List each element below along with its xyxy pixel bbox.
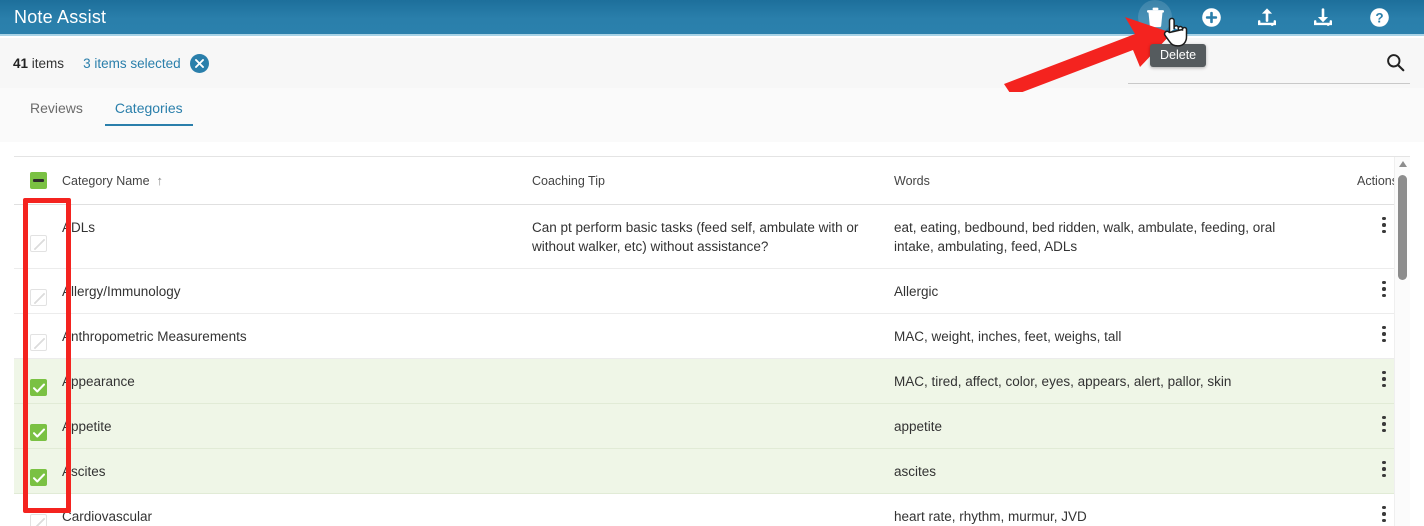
tab-reviews[interactable]: Reviews — [30, 100, 83, 116]
cell-category-name: Appearance — [62, 374, 135, 389]
column-header-category-name[interactable]: Category Name ↑ — [62, 174, 532, 188]
row-checkbox[interactable] — [30, 379, 47, 396]
cell-actions — [1328, 205, 1410, 235]
row-select-cell — [14, 269, 62, 313]
cell-actions — [1328, 494, 1410, 524]
cell-words: MAC, weight, inches, feet, weighs, tall — [894, 329, 1122, 344]
item-count-label: items — [31, 55, 65, 71]
upload-button[interactable] — [1250, 0, 1284, 34]
selection-toolbar: 41 items 3 items selected — [0, 38, 1424, 88]
cell-coaching-tip: Can pt perform basic tasks (feed self, a… — [532, 220, 859, 254]
table-body: ADLs Can pt perform basic tasks (feed se… — [14, 205, 1410, 526]
selection-status: 3 items selected — [83, 53, 209, 73]
column-header-coaching-tip[interactable]: Coaching Tip — [532, 173, 605, 188]
check-icon — [32, 383, 45, 392]
column-header-actions: Actions — [1357, 173, 1398, 188]
column-header-label: Category Name — [62, 173, 150, 188]
row-select-cell — [14, 314, 62, 358]
kebab-menu-icon[interactable] — [1374, 504, 1394, 524]
cell-actions — [1328, 404, 1410, 434]
column-header-words[interactable]: Words — [894, 173, 930, 188]
row-select-cell — [14, 404, 62, 448]
cell-words: appetite — [894, 419, 943, 434]
cell-words: ascites — [894, 464, 937, 479]
table-row[interactable]: Appetite appetite — [14, 404, 1410, 449]
scroll-up-arrow-icon[interactable] — [1399, 161, 1407, 167]
cell-actions — [1328, 314, 1410, 344]
close-icon — [194, 58, 204, 68]
table-row[interactable]: Ascites ascites — [14, 449, 1410, 494]
cell-category-name: Anthropometric Measurements — [62, 329, 247, 344]
row-select-cell — [14, 449, 62, 493]
app-header-bar: Note Assist — [0, 0, 1424, 36]
download-button[interactable] — [1306, 0, 1340, 34]
table-row[interactable]: Cardiovascular heart rate, rhythm, murmu… — [14, 494, 1410, 526]
dash-icon — [33, 179, 44, 182]
arrow-up-icon: ↑ — [156, 173, 164, 188]
row-checkbox[interactable] — [30, 334, 47, 351]
page-title: Note Assist — [14, 6, 107, 27]
check-icon — [32, 473, 45, 482]
cell-coaching-tip — [532, 269, 894, 294]
download-icon — [1312, 7, 1334, 28]
item-count-value: 41 — [13, 55, 29, 71]
kebab-menu-icon[interactable] — [1374, 369, 1394, 389]
row-checkbox[interactable] — [30, 289, 47, 306]
kebab-menu-icon[interactable] — [1374, 215, 1394, 235]
cell-coaching-tip — [532, 314, 894, 339]
select-all-checkbox[interactable] — [30, 172, 47, 189]
search-icon[interactable] — [1382, 50, 1408, 76]
item-count: 41 items — [13, 56, 64, 71]
cell-category-name: ADLs — [62, 220, 96, 235]
help-button[interactable]: ? — [1362, 0, 1396, 34]
cell-actions — [1328, 449, 1410, 479]
tab-bar: Reviews Categories — [0, 88, 1424, 142]
row-select-cell — [14, 494, 62, 526]
plus-circle-icon — [1201, 7, 1222, 28]
select-all-cell — [14, 172, 62, 189]
table-row[interactable]: Allergy/Immunology Allergic — [14, 269, 1410, 314]
cell-words: heart rate, rhythm, murmur, JVD — [894, 509, 1087, 524]
cell-category-name: Cardiovascular — [62, 509, 153, 524]
cell-actions — [1328, 359, 1410, 389]
kebab-menu-icon[interactable] — [1374, 324, 1394, 344]
row-checkbox[interactable] — [30, 514, 47, 526]
row-checkbox[interactable] — [30, 424, 47, 441]
cell-words: Allergic — [894, 284, 939, 299]
mouse-cursor-pointer-icon — [1160, 14, 1190, 48]
scrollbar-thumb[interactable] — [1398, 175, 1407, 280]
categories-table: Category Name ↑ Coaching Tip Words Actio… — [14, 156, 1410, 526]
cell-actions — [1328, 269, 1410, 299]
row-select-cell — [14, 359, 62, 403]
upload-icon — [1256, 7, 1278, 28]
kebab-menu-icon[interactable] — [1374, 459, 1394, 479]
clear-selection-button[interactable] — [189, 53, 209, 73]
cell-words: MAC, tired, affect, color, eyes, appears… — [894, 374, 1232, 389]
table-row[interactable]: Anthropometric Measurements MAC, weight,… — [14, 314, 1410, 359]
check-icon — [32, 428, 45, 437]
cell-coaching-tip — [532, 359, 894, 384]
question-circle-icon: ? — [1369, 7, 1390, 28]
kebab-menu-icon[interactable] — [1374, 414, 1394, 434]
cell-coaching-tip — [532, 494, 894, 519]
kebab-menu-icon[interactable] — [1374, 279, 1394, 299]
row-checkbox[interactable] — [30, 234, 47, 252]
selected-count-text: 3 items selected — [83, 55, 181, 71]
table-header-row: Category Name ↑ Coaching Tip Words Actio… — [14, 157, 1410, 205]
tab-categories[interactable]: Categories — [99, 88, 199, 126]
cell-category-name: Appetite — [62, 419, 112, 434]
svg-text:?: ? — [1375, 10, 1383, 25]
row-checkbox[interactable] — [30, 469, 47, 486]
cell-coaching-tip — [532, 449, 894, 474]
cell-words: eat, eating, bedbound, bed ridden, walk,… — [894, 220, 1276, 254]
row-select-cell — [14, 205, 62, 268]
add-button[interactable] — [1194, 0, 1228, 34]
cell-category-name: Ascites — [62, 464, 106, 479]
table-vertical-scrollbar[interactable] — [1394, 157, 1410, 526]
cell-coaching-tip — [532, 404, 894, 429]
table-row[interactable]: Appearance MAC, tired, affect, color, ey… — [14, 359, 1410, 404]
cell-category-name: Allergy/Immunology — [62, 284, 181, 299]
table-row[interactable]: ADLs Can pt perform basic tasks (feed se… — [14, 205, 1410, 269]
